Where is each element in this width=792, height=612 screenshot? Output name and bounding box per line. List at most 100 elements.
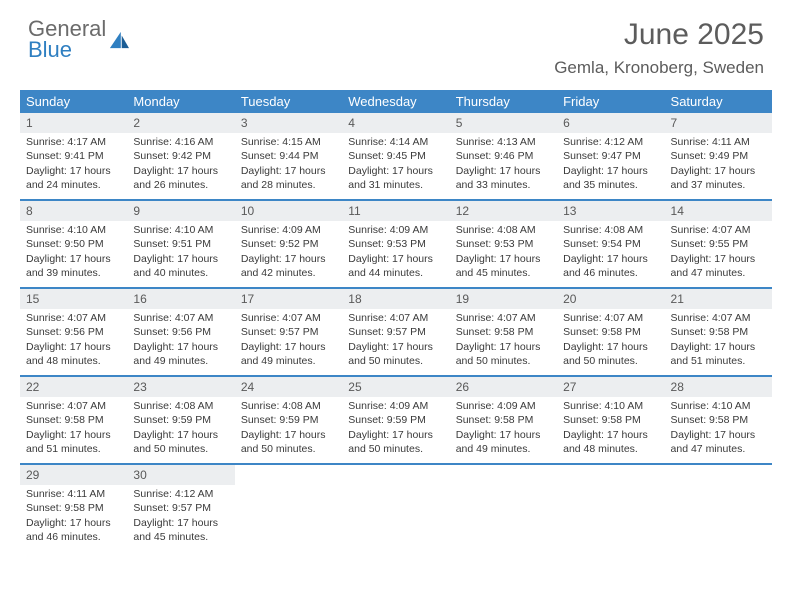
day-line: Daylight: 17 hours [241, 252, 336, 266]
day-cell: 29Sunrise: 4:11 AMSunset: 9:58 PMDayligh… [20, 465, 127, 551]
day-line: Sunset: 9:54 PM [563, 237, 658, 251]
day-cell: 25Sunrise: 4:09 AMSunset: 9:59 PMDayligh… [342, 377, 449, 463]
day-body: Sunrise: 4:08 AMSunset: 9:53 PMDaylight:… [450, 221, 557, 284]
day-line: Daylight: 17 hours [241, 428, 336, 442]
day-cell: 30Sunrise: 4:12 AMSunset: 9:57 PMDayligh… [127, 465, 234, 551]
day-line: Sunrise: 4:13 AM [456, 135, 551, 149]
day-line: and 49 minutes. [133, 354, 228, 368]
day-cell [235, 465, 342, 551]
day-line: and 47 minutes. [671, 442, 766, 456]
day-number: 4 [342, 113, 449, 133]
day-line: Sunset: 9:44 PM [241, 149, 336, 163]
day-line: Sunrise: 4:07 AM [26, 399, 121, 413]
day-line: Sunrise: 4:07 AM [348, 311, 443, 325]
day-number: 12 [450, 201, 557, 221]
day-line: Daylight: 17 hours [26, 164, 121, 178]
day-body: Sunrise: 4:08 AMSunset: 9:54 PMDaylight:… [557, 221, 664, 284]
day-line: Daylight: 17 hours [563, 428, 658, 442]
day-cell: 4Sunrise: 4:14 AMSunset: 9:45 PMDaylight… [342, 113, 449, 199]
logo-sail-icon [108, 30, 130, 50]
col-header: Saturday [665, 90, 772, 113]
day-line: Sunset: 9:58 PM [456, 325, 551, 339]
day-line: Sunset: 9:51 PM [133, 237, 228, 251]
month-title: June 2025 [554, 18, 764, 52]
day-number: 16 [127, 289, 234, 309]
day-number: 30 [127, 465, 234, 485]
day-number: 25 [342, 377, 449, 397]
day-line: and 48 minutes. [26, 354, 121, 368]
day-line: Sunset: 9:50 PM [26, 237, 121, 251]
day-line: and 50 minutes. [348, 442, 443, 456]
col-header: Friday [557, 90, 664, 113]
day-body: Sunrise: 4:10 AMSunset: 9:50 PMDaylight:… [20, 221, 127, 284]
calendar-header-row: Sunday Monday Tuesday Wednesday Thursday… [20, 90, 772, 113]
day-line: Sunrise: 4:08 AM [133, 399, 228, 413]
day-cell: 28Sunrise: 4:10 AMSunset: 9:58 PMDayligh… [665, 377, 772, 463]
day-line: Sunrise: 4:07 AM [456, 311, 551, 325]
header: General Blue June 2025 Gemla, Kronoberg,… [0, 0, 792, 82]
day-body: Sunrise: 4:09 AMSunset: 9:53 PMDaylight:… [342, 221, 449, 284]
day-number: 26 [450, 377, 557, 397]
day-line: Daylight: 17 hours [456, 164, 551, 178]
day-line: Sunrise: 4:17 AM [26, 135, 121, 149]
day-line: Daylight: 17 hours [671, 252, 766, 266]
day-line: Daylight: 17 hours [456, 428, 551, 442]
day-line: Sunrise: 4:07 AM [671, 223, 766, 237]
day-line: Sunrise: 4:16 AM [133, 135, 228, 149]
day-number: 13 [557, 201, 664, 221]
day-line: and 28 minutes. [241, 178, 336, 192]
day-body: Sunrise: 4:12 AMSunset: 9:47 PMDaylight:… [557, 133, 664, 196]
col-header: Sunday [20, 90, 127, 113]
day-line: Sunrise: 4:12 AM [133, 487, 228, 501]
day-cell: 16Sunrise: 4:07 AMSunset: 9:56 PMDayligh… [127, 289, 234, 375]
day-cell: 26Sunrise: 4:09 AMSunset: 9:58 PMDayligh… [450, 377, 557, 463]
day-line: Sunrise: 4:10 AM [563, 399, 658, 413]
day-line: and 24 minutes. [26, 178, 121, 192]
day-line: and 50 minutes. [241, 442, 336, 456]
day-line: Daylight: 17 hours [133, 164, 228, 178]
day-line: and 31 minutes. [348, 178, 443, 192]
day-body: Sunrise: 4:07 AMSunset: 9:58 PMDaylight:… [20, 397, 127, 460]
day-line: Daylight: 17 hours [241, 340, 336, 354]
day-body: Sunrise: 4:17 AMSunset: 9:41 PMDaylight:… [20, 133, 127, 196]
day-line: Daylight: 17 hours [456, 340, 551, 354]
day-number: 1 [20, 113, 127, 133]
day-cell: 6Sunrise: 4:12 AMSunset: 9:47 PMDaylight… [557, 113, 664, 199]
day-cell [342, 465, 449, 551]
day-cell: 24Sunrise: 4:08 AMSunset: 9:59 PMDayligh… [235, 377, 342, 463]
day-line: and 49 minutes. [241, 354, 336, 368]
day-line: Sunset: 9:52 PM [241, 237, 336, 251]
day-line: Sunrise: 4:09 AM [348, 223, 443, 237]
day-number: 29 [20, 465, 127, 485]
day-line: and 42 minutes. [241, 266, 336, 280]
day-number: 2 [127, 113, 234, 133]
day-line: and 50 minutes. [348, 354, 443, 368]
day-line: Daylight: 17 hours [26, 340, 121, 354]
day-body: Sunrise: 4:10 AMSunset: 9:58 PMDaylight:… [665, 397, 772, 460]
day-body: Sunrise: 4:15 AMSunset: 9:44 PMDaylight:… [235, 133, 342, 196]
day-line: and 39 minutes. [26, 266, 121, 280]
day-line: Sunset: 9:58 PM [671, 413, 766, 427]
day-line: Daylight: 17 hours [133, 340, 228, 354]
day-line: Daylight: 17 hours [133, 252, 228, 266]
day-line: Sunset: 9:58 PM [563, 413, 658, 427]
day-cell: 2Sunrise: 4:16 AMSunset: 9:42 PMDaylight… [127, 113, 234, 199]
day-line: Sunrise: 4:10 AM [133, 223, 228, 237]
day-body: Sunrise: 4:07 AMSunset: 9:56 PMDaylight:… [127, 309, 234, 372]
day-line: Sunset: 9:59 PM [133, 413, 228, 427]
day-line: Daylight: 17 hours [348, 340, 443, 354]
day-cell: 8Sunrise: 4:10 AMSunset: 9:50 PMDaylight… [20, 201, 127, 287]
day-line: Daylight: 17 hours [26, 516, 121, 530]
day-cell: 7Sunrise: 4:11 AMSunset: 9:49 PMDaylight… [665, 113, 772, 199]
day-cell: 21Sunrise: 4:07 AMSunset: 9:58 PMDayligh… [665, 289, 772, 375]
day-line: and 46 minutes. [563, 266, 658, 280]
day-cell: 15Sunrise: 4:07 AMSunset: 9:56 PMDayligh… [20, 289, 127, 375]
day-body: Sunrise: 4:07 AMSunset: 9:57 PMDaylight:… [342, 309, 449, 372]
day-line: Daylight: 17 hours [348, 428, 443, 442]
day-line: and 47 minutes. [671, 266, 766, 280]
day-line: Sunset: 9:41 PM [26, 149, 121, 163]
day-line: Daylight: 17 hours [133, 428, 228, 442]
day-line: Sunrise: 4:11 AM [26, 487, 121, 501]
day-body: Sunrise: 4:07 AMSunset: 9:58 PMDaylight:… [665, 309, 772, 372]
day-cell: 12Sunrise: 4:08 AMSunset: 9:53 PMDayligh… [450, 201, 557, 287]
